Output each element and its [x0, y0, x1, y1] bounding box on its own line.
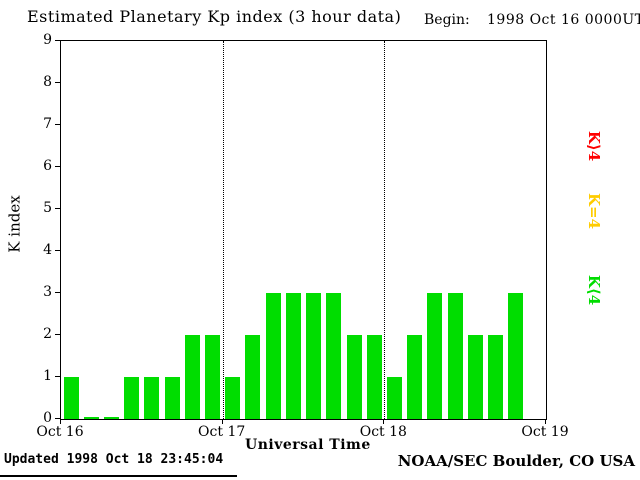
y-tick-label: 1 — [43, 368, 52, 384]
day-boundary-gridline — [384, 41, 386, 419]
legend-k-eq-4: K=4 — [585, 192, 603, 230]
kp-bar — [104, 417, 120, 419]
y-tick-label: 2 — [43, 326, 52, 342]
x-tick-label: Oct 17 — [198, 424, 246, 440]
y-tick-mark — [55, 124, 61, 125]
kp-bar — [508, 293, 524, 419]
y-tick-mark — [55, 40, 61, 41]
kp-bar — [447, 293, 463, 419]
kp-bar — [326, 293, 342, 419]
y-tick-mark — [55, 250, 61, 251]
kp-bar — [245, 335, 261, 419]
kp-bar — [184, 335, 200, 419]
updated-timestamp: Updated 1998 Oct 18 23:45:04 — [4, 452, 224, 467]
begin-value: 1998 Oct 16 0000UT — [487, 12, 640, 28]
legend-k-lt-4: K⟨4 — [585, 274, 603, 306]
kp-bar — [346, 335, 362, 419]
kp-bar — [487, 335, 503, 419]
x-tick-label: Oct 18 — [359, 424, 407, 440]
plot-area — [60, 40, 547, 420]
y-tick-label: 7 — [43, 116, 52, 132]
day-boundary-gridline — [222, 41, 224, 419]
source-credit: NOAA/SEC Boulder, CO USA — [397, 452, 635, 470]
x-tick-mark — [383, 419, 385, 424]
chart-title: Estimated Planetary Kp index (3 hour dat… — [27, 7, 402, 26]
footer-underline — [0, 475, 237, 477]
kp-bar — [63, 377, 79, 419]
y-axis-title: K index — [5, 195, 24, 253]
y-tick-mark — [55, 334, 61, 335]
kp-bar — [285, 293, 301, 419]
y-tick-mark — [55, 208, 61, 209]
legend-k-gt-4: K⟩4 — [585, 130, 603, 162]
kp-bar — [427, 293, 443, 419]
y-tick-mark — [55, 292, 61, 293]
y-tick-label: 3 — [43, 284, 52, 300]
kp-bar — [366, 335, 382, 419]
x-tick-mark — [545, 419, 546, 424]
kp-bar — [144, 377, 160, 419]
begin-label: Begin: — [424, 12, 470, 28]
x-tick-label: Oct 16 — [36, 424, 84, 440]
y-tick-mark — [55, 418, 61, 419]
kp-bar — [265, 293, 281, 419]
kp-bar — [467, 335, 483, 419]
y-tick-label: 5 — [43, 200, 52, 216]
y-tick-mark — [55, 166, 61, 167]
kp-bar — [83, 417, 99, 419]
kp-bar — [407, 335, 423, 419]
x-tick-label: Oct 19 — [521, 424, 569, 440]
kp-bar — [306, 293, 322, 419]
y-tick-label: 0 — [43, 410, 52, 426]
kp-bar — [124, 377, 140, 419]
kp-bar — [164, 377, 180, 419]
y-tick-mark — [55, 82, 61, 83]
y-tick-label: 9 — [43, 32, 52, 48]
y-tick-label: 6 — [43, 158, 52, 174]
x-tick-mark — [60, 419, 61, 424]
kp-bar — [225, 377, 241, 419]
y-tick-mark — [55, 376, 61, 377]
kp-bar — [205, 335, 221, 419]
y-tick-label: 4 — [43, 242, 52, 258]
x-tick-mark — [221, 419, 223, 424]
x-axis-title: Universal Time — [245, 437, 371, 453]
y-tick-label: 8 — [43, 74, 52, 90]
kp-bar — [386, 377, 402, 419]
